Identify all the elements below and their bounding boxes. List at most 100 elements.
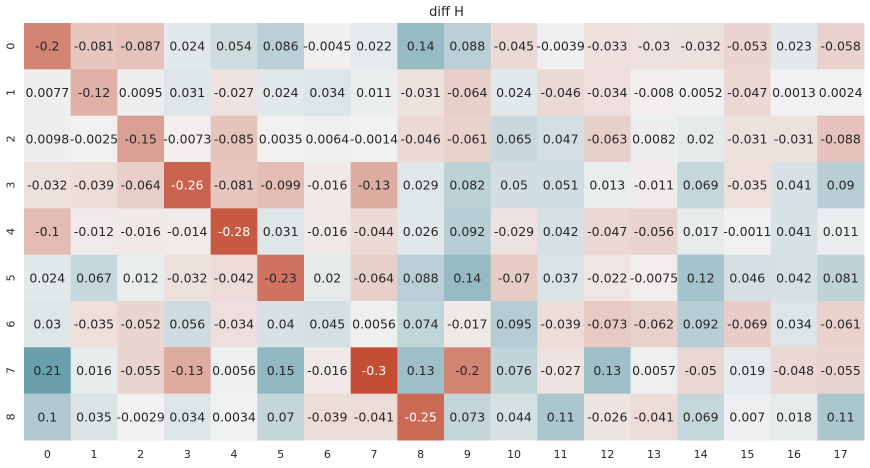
- heatmap-cell: [630, 115, 678, 163]
- x-tick-label: 4: [231, 448, 238, 461]
- cell-value-label: -0.016: [307, 224, 347, 239]
- cell-value-label: 0.092: [449, 224, 485, 239]
- heatmap-cell: [817, 23, 865, 70]
- cell-value-label: -0.031: [401, 85, 441, 100]
- cell-value-label: -0.053: [727, 39, 767, 54]
- x-tick-label: 12: [600, 448, 614, 461]
- cell-value-label: -0.0073: [163, 131, 211, 146]
- cell-value-label: 0.0082: [632, 131, 676, 146]
- cell-value-label: -0.0014: [350, 131, 398, 146]
- cell-value-label: -0.035: [74, 317, 114, 332]
- cell-value-label: 0.02: [687, 131, 715, 146]
- heatmap-cell: [444, 115, 492, 163]
- heatmap-cell: [817, 115, 865, 163]
- cell-value-label: -0.046: [401, 131, 441, 146]
- heatmap-cell: [397, 69, 445, 117]
- x-tick-label: 10: [507, 448, 521, 461]
- heatmap-cell: [257, 301, 305, 348]
- heatmap-cell: [444, 23, 492, 70]
- heatmap-cell: [630, 393, 678, 441]
- heatmap-cell: [257, 393, 305, 441]
- x-tick-label: 1: [91, 448, 98, 461]
- cell-value-label: -0.26: [171, 178, 203, 193]
- heatmap-cell: [210, 69, 258, 117]
- heatmap-cell: [397, 23, 445, 70]
- cell-value-label: 0.0064: [305, 131, 349, 146]
- heatmap-cell: [677, 23, 725, 70]
- heatmap-cell: [350, 393, 398, 441]
- cell-value-label: 0.02: [313, 270, 341, 285]
- heatmap-cell: [210, 162, 258, 209]
- cell-value-label: 0.13: [593, 363, 621, 378]
- x-tick-label: 15: [740, 448, 754, 461]
- heatmap-cell: [257, 69, 305, 117]
- cell-value-label: 0.019: [729, 363, 765, 378]
- heatmap-cell: [724, 208, 772, 256]
- heatmap-cell: [677, 162, 725, 209]
- cell-value-label: 0.0077: [25, 85, 69, 100]
- chart-title: diff H: [429, 5, 464, 20]
- cell-value-label: -0.064: [121, 178, 161, 193]
- cell-value-label: -0.03: [638, 39, 670, 54]
- heatmap-cell: [537, 69, 585, 117]
- heatmap-cell: [257, 347, 305, 395]
- cell-value-label: 0.046: [729, 270, 765, 285]
- cell-value-label: 0.069: [683, 409, 719, 424]
- cell-value-label: 0.056: [169, 317, 205, 332]
- cell-value-label: -0.045: [494, 39, 534, 54]
- heatmap-cell: [444, 301, 492, 348]
- heatmap-cell: [724, 301, 772, 348]
- heatmap-cell: [70, 162, 118, 209]
- cell-value-label: 0.086: [263, 39, 299, 54]
- heatmap-cell: [677, 254, 725, 302]
- heatmap-cell: [490, 208, 538, 256]
- cell-value-label: -0.022: [587, 270, 627, 285]
- heatmap-cell: [164, 115, 212, 163]
- x-tick-labels: 0 1 2 3 4 5 6 7 8 9 10 11 12 13 14 15 16 17: [44, 448, 848, 461]
- heatmap-cell: [444, 254, 492, 302]
- heatmap-cell: [397, 254, 445, 302]
- cell-value-label: -0.063: [587, 131, 627, 146]
- x-tick-label: 13: [647, 448, 661, 461]
- heatmap-cell: [584, 162, 632, 209]
- heatmap-cell: [304, 115, 352, 163]
- heatmap-cell: [584, 115, 632, 163]
- cell-value-label: -0.0039: [537, 39, 585, 54]
- heatmap-cell: [70, 254, 118, 302]
- heatmap-cell: [537, 393, 585, 441]
- heatmap-cell: [24, 347, 72, 395]
- cell-value-label: 0.0034: [212, 409, 256, 424]
- heatmap-cell: [584, 347, 632, 395]
- heatmap-cell: [397, 115, 445, 163]
- cell-value-label: 0.082: [449, 178, 485, 193]
- x-tick-label: 16: [787, 448, 801, 461]
- heatmap-cell: [584, 23, 632, 70]
- cell-value-label: -0.034: [587, 85, 627, 100]
- heatmap-cell: [444, 393, 492, 441]
- heatmap-cell: [490, 23, 538, 70]
- cell-value-label: -0.069: [727, 317, 767, 332]
- heatmap-cell: [304, 393, 352, 441]
- heatmap-cell: [24, 254, 72, 302]
- heatmap-cell: [537, 347, 585, 395]
- heatmap-cell: [304, 254, 352, 302]
- cell-value-label: -0.035: [727, 178, 767, 193]
- heatmap-cell: [397, 162, 445, 209]
- heatmap-cell: [117, 254, 165, 302]
- heatmap-cell: [817, 69, 865, 117]
- heatmap-cell: [537, 162, 585, 209]
- heatmap-cell: [257, 254, 305, 302]
- cell-value-label: -0.039: [74, 178, 114, 193]
- heatmap-cell: [117, 115, 165, 163]
- heatmap-cell: [164, 162, 212, 209]
- heatmap-cell: [490, 69, 538, 117]
- heatmap-cell: [677, 115, 725, 163]
- cell-value-label: 0.0095: [119, 85, 163, 100]
- cell-value-label: -0.047: [587, 224, 627, 239]
- heatmap-cell: [210, 301, 258, 348]
- heatmap-cell: [677, 208, 725, 256]
- heatmap-cell: [164, 393, 212, 441]
- y-tick-label: 3: [5, 182, 18, 189]
- heatmap-cell: [537, 23, 585, 70]
- heatmap-cell: [304, 301, 352, 348]
